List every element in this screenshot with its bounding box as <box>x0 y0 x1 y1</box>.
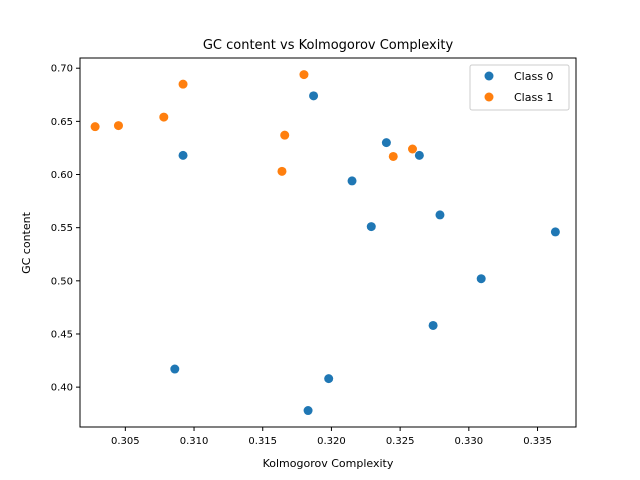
data-point-class-0 <box>366 222 376 232</box>
data-point-class-1 <box>113 121 123 131</box>
x-axis-label: Kolmogorov Complexity <box>263 457 394 470</box>
plot-frame <box>79 57 577 428</box>
x-tick-label: 0.335 <box>523 436 552 447</box>
legend-box <box>469 64 570 111</box>
y-tick-label: 0.65 <box>51 117 73 128</box>
legend-label-class-1: Class 1 <box>514 91 553 104</box>
data-point-class-0 <box>303 406 313 416</box>
data-point-class-0 <box>309 91 319 101</box>
legend-marker-class-1 <box>484 92 494 102</box>
y-tick-label: 0.70 <box>51 64 73 75</box>
data-point-class-1 <box>299 70 309 80</box>
data-point-class-1 <box>388 151 398 161</box>
y-tick-label: 0.60 <box>51 170 73 181</box>
data-point-class-1 <box>277 166 287 176</box>
y-axis: 0.40 0.45 0.50 0.55 0.60 0.65 0.70 <box>51 64 80 394</box>
y-tick-label: 0.45 <box>51 329 73 340</box>
x-tick-label: 0.320 <box>317 436 346 447</box>
data-point-class-0 <box>381 138 391 148</box>
data-point-class-1 <box>407 144 417 154</box>
y-tick-label: 0.40 <box>51 383 73 394</box>
x-tick-label: 0.325 <box>386 436 415 447</box>
data-point-class-0 <box>324 374 334 384</box>
x-tick-label: 0.310 <box>180 436 209 447</box>
data-point-class-0 <box>428 320 438 330</box>
data-point-class-0 <box>550 227 560 237</box>
data-point-class-0 <box>178 150 188 160</box>
data-point-class-0 <box>347 176 357 186</box>
legend-marker-class-0 <box>484 71 494 81</box>
data-point-class-1 <box>178 79 188 89</box>
data-point-class-0 <box>414 150 424 160</box>
data-point-class-1 <box>90 122 100 132</box>
legend-label-class-0: Class 0 <box>514 70 553 83</box>
data-points <box>90 70 560 416</box>
data-point-class-0 <box>170 364 180 374</box>
y-tick-label: 0.55 <box>51 223 73 234</box>
data-point-class-0 <box>435 210 445 220</box>
y-tick-label: 0.50 <box>51 276 73 287</box>
x-tick-label: 0.315 <box>248 436 277 447</box>
x-tick-label: 0.330 <box>455 436 484 447</box>
legend: Class 0 Class 1 <box>469 64 570 111</box>
x-axis: 0.305 0.310 0.315 0.320 0.325 0.330 0.335 <box>111 427 552 447</box>
data-point-class-1 <box>159 112 169 122</box>
data-point-class-1 <box>280 130 290 140</box>
x-tick-label: 0.305 <box>111 436 140 447</box>
y-axis-label: GC content <box>20 211 33 274</box>
data-point-class-0 <box>476 274 486 284</box>
chart-title: GC content vs Kolmogorov Complexity <box>203 38 454 53</box>
